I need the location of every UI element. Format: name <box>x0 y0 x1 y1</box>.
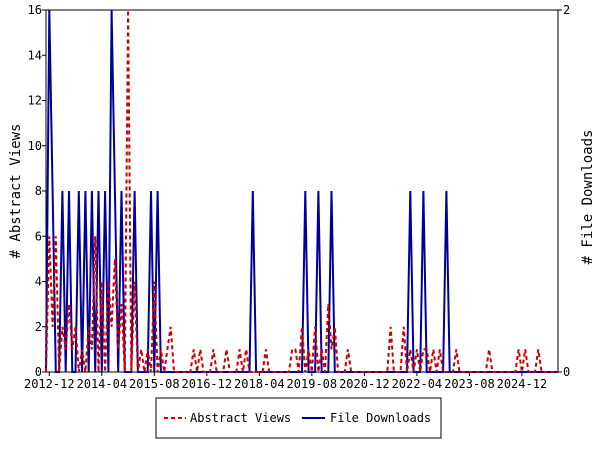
x-tick-label: 2015-08 <box>129 377 180 391</box>
y-axis-title-left: # Abstract Views <box>8 124 24 259</box>
legend: Abstract Views File Downloads <box>155 397 442 439</box>
y-tick-label-left: 4 <box>35 275 42 289</box>
y-tick-label-left: 2 <box>35 320 42 334</box>
series-line-abstract-views <box>45 9 558 373</box>
y-tick-label-left: 14 <box>28 48 42 62</box>
x-tick-label: 2023-08 <box>444 377 495 391</box>
y-tick-label-left: 6 <box>35 229 42 243</box>
x-tick-label: 2022-04 <box>392 377 443 391</box>
legend-label-abstract-views: Abstract Views <box>190 411 291 425</box>
y-tick-label-left: 10 <box>28 139 42 153</box>
y-tick-label-left: 8 <box>35 184 42 198</box>
x-tick-label: 2016-12 <box>182 377 233 391</box>
y-axis-title-right: # File Downloads <box>580 130 596 265</box>
y-tick-label-right: 0 <box>563 365 570 379</box>
y-tick-label-left: 12 <box>28 94 42 108</box>
y-tick-label-right: 2 <box>563 3 570 17</box>
y-tick-label-left: 0 <box>35 365 42 379</box>
legend-box <box>155 397 442 439</box>
x-tick-label: 2018-04 <box>234 377 285 391</box>
x-tick-label: 2012-12 <box>24 377 75 391</box>
x-tick-label: 2024-12 <box>497 377 548 391</box>
series-line-file-downloads <box>45 9 558 373</box>
x-tick-label: 2019-08 <box>287 377 338 391</box>
x-tick-label: 2020-12 <box>339 377 390 391</box>
y-tick-label-left: 16 <box>28 3 42 17</box>
legend-label-file-downloads: File Downloads <box>330 411 431 425</box>
plot-area <box>45 9 559 373</box>
x-tick-label: 2014-04 <box>77 377 128 391</box>
